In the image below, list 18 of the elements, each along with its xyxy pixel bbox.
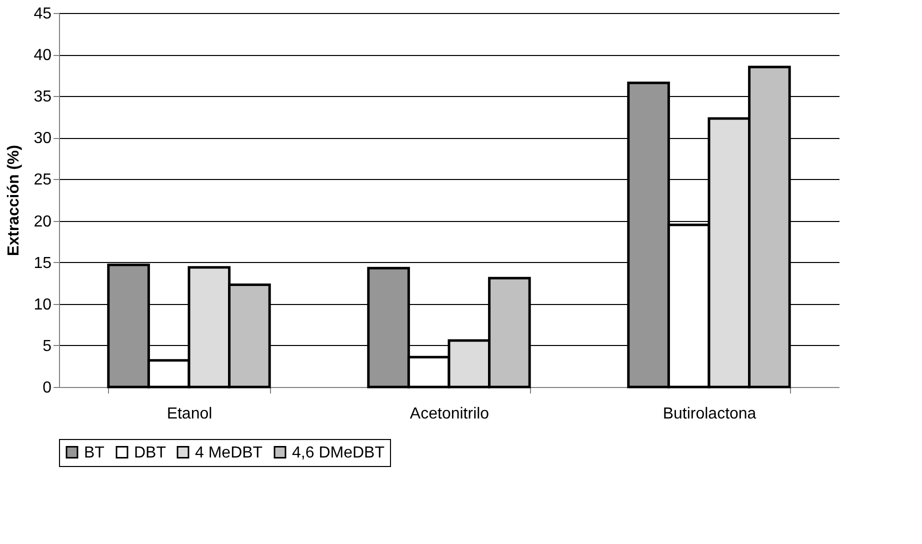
y-tick-label: 40 (34, 47, 52, 64)
x-tick-label: Butirolactona (662, 406, 756, 422)
y-tick-label: 25 (34, 172, 52, 189)
x-tick-label: Etanol (166, 406, 212, 422)
y-axis-title: Extracción (%) (6, 144, 23, 256)
legend-label: DBT (134, 444, 166, 462)
y-tick-label: 30 (34, 130, 52, 148)
legend-label: BT (84, 444, 105, 462)
y-tick-label: 35 (34, 88, 52, 106)
legend-label: 4 MeDBT (195, 444, 263, 462)
y-tick-label: 0 (42, 380, 52, 396)
y-tick-label: 20 (34, 213, 52, 230)
x-tick-label: Acetonitrilo (410, 406, 490, 422)
y-tick-label: 5 (42, 338, 52, 355)
legend-label: 4,6 DMeDBT (292, 444, 385, 462)
y-tick-label: 45 (34, 6, 52, 22)
y-tick-label: 10 (34, 296, 52, 314)
y-tick-label: 15 (34, 254, 52, 272)
